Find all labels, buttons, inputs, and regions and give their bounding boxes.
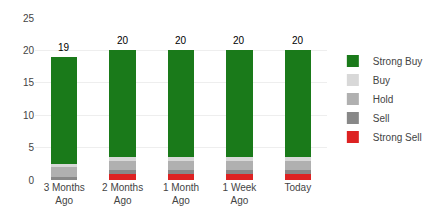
svg-text:20: 20 [233, 35, 245, 46]
svg-text:Sell: Sell [373, 113, 390, 124]
svg-text:5: 5 [28, 142, 34, 153]
svg-text:1 WeekAgo: 1 WeekAgo [223, 182, 258, 206]
svg-text:20: 20 [117, 35, 129, 46]
svg-text:Strong Buy: Strong Buy [373, 56, 422, 67]
svg-text:Today: Today [284, 182, 311, 193]
svg-text:25: 25 [23, 13, 35, 24]
svg-text:20: 20 [23, 45, 35, 56]
svg-text:Hold: Hold [373, 94, 394, 105]
svg-text:15: 15 [23, 77, 35, 88]
svg-text:20: 20 [292, 35, 304, 46]
svg-text:2 MonthsAgo: 2 MonthsAgo [102, 182, 143, 206]
svg-text:19: 19 [58, 42, 70, 53]
svg-text:1 MonthAgo: 1 MonthAgo [163, 182, 199, 206]
svg-text:3 MonthsAgo: 3 MonthsAgo [44, 182, 85, 206]
svg-text:0: 0 [28, 175, 34, 186]
svg-text:Buy: Buy [373, 75, 390, 86]
svg-text:10: 10 [23, 110, 35, 121]
svg-text:Strong Sell: Strong Sell [373, 132, 422, 143]
svg-text:20: 20 [175, 35, 187, 46]
